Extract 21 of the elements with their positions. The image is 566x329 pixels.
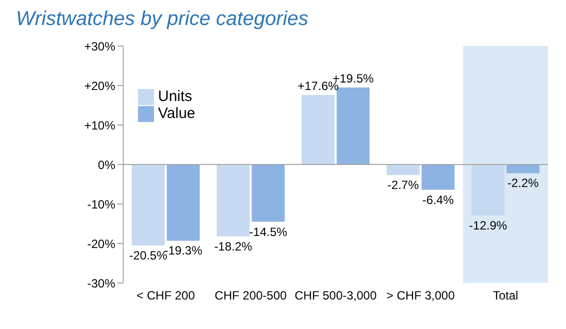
x-tick-label: Total xyxy=(492,288,518,303)
data-label: -6.4% xyxy=(422,192,454,207)
y-tick-label: 0% xyxy=(98,158,116,172)
y-tick-label: +10% xyxy=(84,118,116,132)
legend-label: Value xyxy=(158,105,196,122)
x-tick-label: CHF 500-3,000 xyxy=(294,288,377,303)
y-tick-label: -30% xyxy=(87,276,116,290)
data-label: -18.2% xyxy=(214,239,253,254)
x-tick-label: CHF 200-500 xyxy=(214,288,288,303)
data-label: -2.2% xyxy=(507,176,540,190)
y-tick-label: -20% xyxy=(87,236,116,251)
legend-label: Units xyxy=(158,88,192,105)
data-label: -14.5% xyxy=(249,224,288,239)
chart-title: Wristwatches by price categories xyxy=(16,8,310,32)
y-tick-label: +20% xyxy=(84,78,116,93)
y-tick-label: +30% xyxy=(84,39,116,54)
data-label: -12.9% xyxy=(469,218,508,232)
data-label: -2.7% xyxy=(387,178,420,192)
x-tick-label: < CHF 200 xyxy=(136,288,196,303)
y-tick-label: -10% xyxy=(87,197,116,212)
x-tick-label: > CHF 3,000 xyxy=(386,288,456,303)
